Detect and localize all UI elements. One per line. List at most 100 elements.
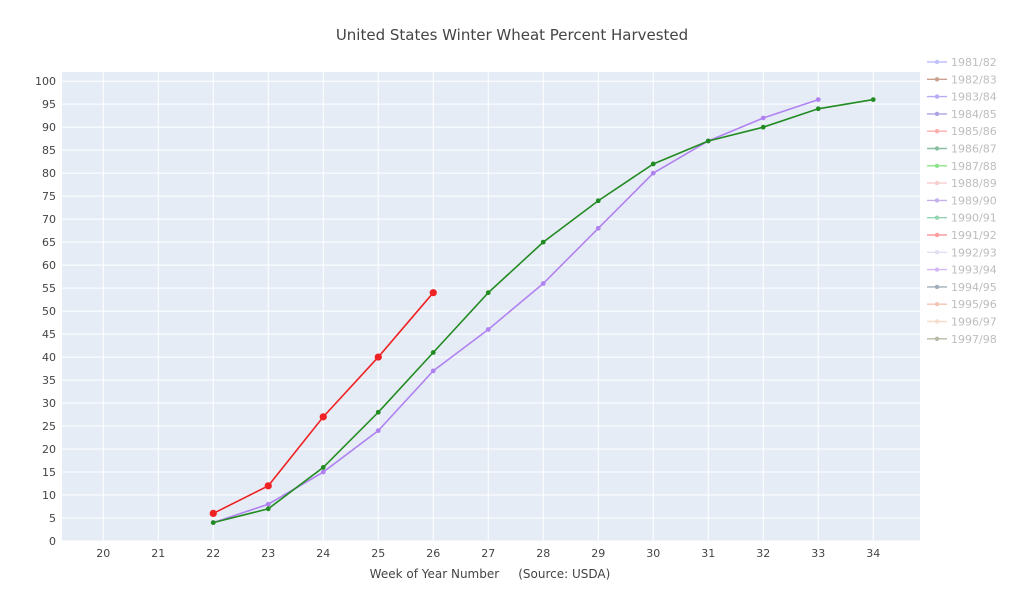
- x-axis-ticks: 20 21 22 23 24 25 26 27 28 29 30 31 32 33 34: [96, 547, 880, 560]
- data-point[interactable]: [595, 198, 601, 204]
- series-17: [210, 97, 876, 526]
- x-tick-label: 24: [316, 547, 330, 560]
- legend-label: 1997/98: [951, 333, 997, 346]
- legend[interactable]: 1981/82 1982/83 1983/84 1984/85 1985/86 1986/…: [927, 56, 997, 346]
- x-tick-label: 26: [426, 547, 440, 560]
- data-point[interactable]: [210, 520, 216, 526]
- legend-item[interactable]: 1990/91: [927, 212, 997, 225]
- data-point[interactable]: [870, 97, 876, 102]
- y-tick-label: 0: [49, 535, 56, 548]
- legend-marker-icon: [934, 129, 940, 134]
- legend-label: 1993/94: [951, 264, 997, 277]
- legend-label: 1990/91: [951, 212, 997, 225]
- legend-item[interactable]: 1996/97: [927, 316, 997, 329]
- legend-item[interactable]: 1986/87: [927, 143, 997, 156]
- legend-label: 1981/82: [951, 56, 997, 69]
- y-tick-label: 45: [42, 328, 56, 341]
- legend-item[interactable]: 1993/94: [927, 264, 997, 277]
- data-point[interactable]: [265, 506, 271, 512]
- legend-label: 1984/85: [951, 108, 997, 121]
- data-point[interactable]: [430, 368, 436, 374]
- legend-marker-icon: [934, 267, 940, 272]
- legend-marker-icon: [934, 163, 940, 168]
- data-point[interactable]: [650, 161, 656, 167]
- data-point[interactable]: [815, 106, 821, 112]
- data-point[interactable]: [375, 428, 381, 434]
- x-tick-label: 32: [756, 547, 770, 560]
- x-tick-label: 22: [206, 547, 220, 560]
- y-tick-label: 25: [42, 420, 56, 433]
- data-point[interactable]: [319, 413, 327, 421]
- data-point[interactable]: [540, 281, 546, 286]
- legend-marker-icon: [934, 302, 940, 307]
- data-point[interactable]: [705, 138, 711, 144]
- legend-label: 1995/96: [951, 298, 997, 311]
- legend-marker-icon: [934, 284, 940, 290]
- legend-item[interactable]: 1985/86: [927, 125, 997, 138]
- y-tick-label: 100: [35, 75, 56, 88]
- legend-marker-icon: [934, 146, 940, 151]
- legend-item[interactable]: 1989/90: [927, 194, 997, 207]
- data-point[interactable]: [540, 239, 546, 245]
- data-point[interactable]: [320, 465, 326, 470]
- x-tick-label: 25: [371, 547, 385, 560]
- legend-item[interactable]: 1992/93: [927, 246, 997, 259]
- y-tick-label: 65: [42, 236, 56, 249]
- legend-item[interactable]: 1983/84: [927, 91, 997, 104]
- data-point[interactable]: [209, 509, 217, 518]
- legend-item[interactable]: 1997/98: [927, 333, 997, 346]
- data-point[interactable]: [815, 97, 821, 102]
- data-point[interactable]: [320, 469, 326, 475]
- legend-label: 1989/90: [951, 194, 997, 207]
- x-tick-label: 29: [591, 547, 605, 560]
- data-point[interactable]: [430, 350, 436, 355]
- x-tick-label: 23: [261, 547, 275, 560]
- y-tick-label: 75: [42, 190, 56, 203]
- data-point[interactable]: [265, 501, 271, 507]
- legend-label: 1982/83: [951, 73, 997, 86]
- legend-item[interactable]: 1984/85: [927, 108, 997, 121]
- y-tick-label: 50: [42, 305, 56, 318]
- y-tick-label: 10: [42, 489, 56, 502]
- data-point[interactable]: [485, 290, 491, 296]
- legend-marker-icon: [934, 250, 940, 255]
- grid: [62, 72, 920, 542]
- x-tick-label: 28: [536, 547, 550, 560]
- legend-label: 1983/84: [951, 91, 997, 104]
- data-point[interactable]: [264, 482, 272, 490]
- legend-marker-icon: [934, 336, 940, 341]
- legend-label: 1988/89: [951, 177, 997, 190]
- legend-item[interactable]: 1987/88: [927, 160, 997, 173]
- plot-area: [62, 72, 920, 541]
- y-tick-label: 5: [49, 512, 56, 525]
- y-tick-label: 55: [42, 282, 56, 295]
- data-point[interactable]: [374, 353, 382, 361]
- y-tick-label: 85: [42, 144, 56, 157]
- legend-item[interactable]: 1981/82: [927, 56, 997, 69]
- legend-item[interactable]: 1982/83: [927, 73, 997, 86]
- series-18: [209, 289, 437, 518]
- data-point[interactable]: [375, 409, 381, 415]
- legend-marker-icon: [934, 198, 940, 203]
- legend-label: 1996/97: [951, 316, 997, 329]
- legend-item[interactable]: 1994/95: [927, 281, 997, 294]
- legend-item[interactable]: 1991/92: [927, 229, 997, 242]
- data-point[interactable]: [429, 289, 437, 297]
- legend-label: 1994/95: [951, 281, 997, 294]
- data-point[interactable]: [760, 124, 766, 130]
- legend-item[interactable]: 1995/96: [927, 298, 997, 311]
- legend-item[interactable]: 1988/89: [927, 177, 997, 190]
- data-point[interactable]: [485, 327, 491, 332]
- x-tick-label: 20: [96, 547, 110, 560]
- y-tick-label: 80: [42, 167, 56, 180]
- data-point[interactable]: [595, 225, 601, 231]
- x-tick-label: 27: [481, 547, 495, 560]
- series-lines: [209, 97, 876, 526]
- y-tick-label: 20: [42, 443, 56, 456]
- data-point[interactable]: [650, 170, 656, 176]
- y-tick-label: 95: [42, 98, 56, 111]
- x-tick-label: 21: [151, 547, 165, 560]
- data-point[interactable]: [760, 115, 766, 121]
- y-tick-label: 15: [42, 466, 56, 479]
